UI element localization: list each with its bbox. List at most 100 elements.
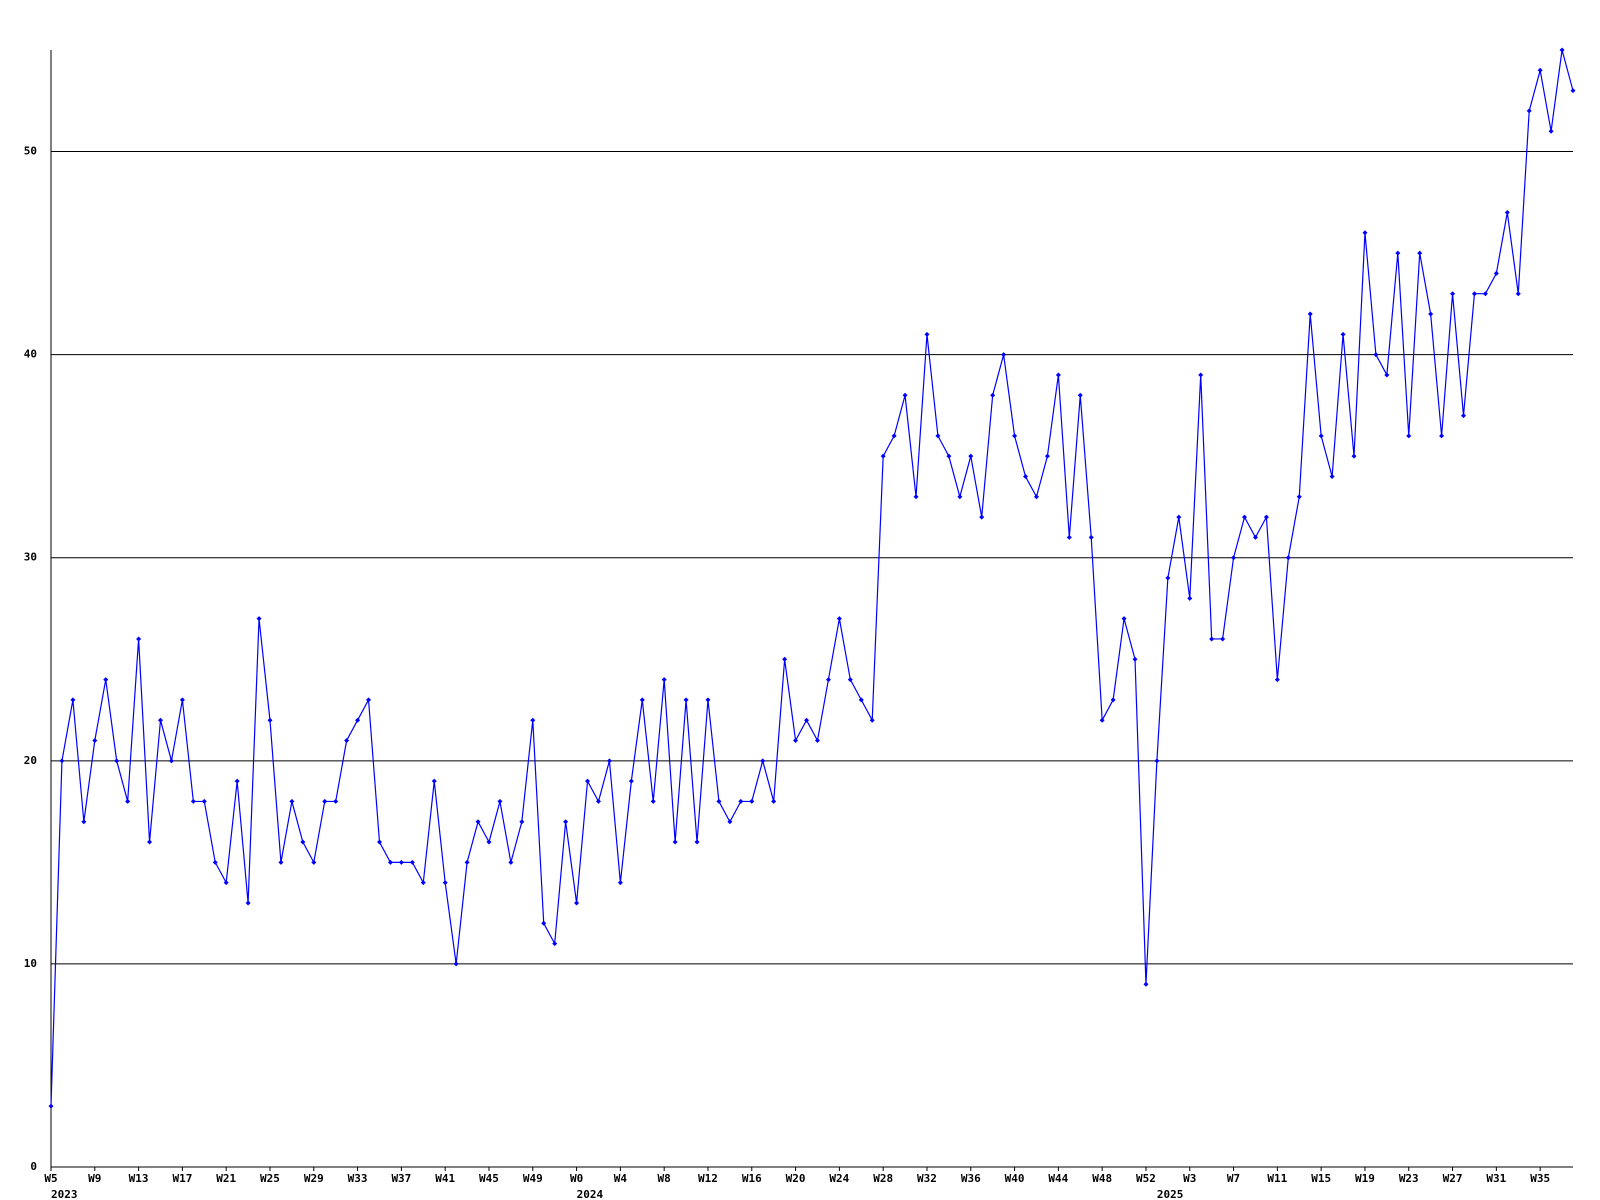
data-point (376, 839, 382, 845)
data-point (1252, 534, 1258, 540)
data-point (48, 1103, 54, 1109)
x-tick-label: W19 (1355, 1172, 1375, 1185)
data-point (1493, 270, 1499, 276)
data-point (103, 677, 109, 683)
x-tick-label: W16 (742, 1172, 762, 1185)
x-tick-label: W20 (786, 1172, 806, 1185)
x-tick-label: W41 (435, 1172, 455, 1185)
x-tick-label: W7 (1227, 1172, 1240, 1185)
x-tick-label: W33 (348, 1172, 368, 1185)
x-tick-label: W25 (260, 1172, 280, 1185)
data-point (1143, 981, 1149, 987)
data-point (212, 859, 218, 865)
x-tick-label: W4 (614, 1172, 628, 1185)
x-tick-label: W5 (44, 1172, 57, 1185)
data-point (727, 819, 733, 825)
x-tick-label: W13 (129, 1172, 149, 1185)
data-point (672, 839, 678, 845)
x-tick-label: W44 (1048, 1172, 1068, 1185)
x-tick-label: W15 (1311, 1172, 1331, 1185)
x-tick-label: W28 (873, 1172, 893, 1185)
data-point (300, 839, 306, 845)
data-point (924, 331, 930, 337)
data-point (650, 798, 656, 804)
data-point (1406, 433, 1412, 439)
data-point (946, 453, 952, 459)
data-point (891, 433, 897, 439)
data-point (1055, 372, 1061, 378)
x-tick-label: W48 (1092, 1172, 1112, 1185)
data-point (147, 839, 153, 845)
data-point (344, 738, 350, 744)
y-tick-label: 10 (24, 957, 37, 970)
data-point (716, 798, 722, 804)
data-point (519, 819, 525, 825)
data-point (1132, 656, 1138, 662)
data-point (475, 819, 481, 825)
data-point (1373, 352, 1379, 358)
data-point (1154, 758, 1160, 764)
x-tick-label: W31 (1486, 1172, 1506, 1185)
data-point (1504, 209, 1510, 215)
x-tick-label: W11 (1267, 1172, 1287, 1185)
data-point (530, 717, 536, 723)
data-point (968, 453, 974, 459)
data-point (366, 697, 372, 703)
x-tick-label: W21 (216, 1172, 236, 1185)
data-point (1439, 433, 1445, 439)
data-point (639, 697, 645, 703)
data-point (223, 880, 229, 886)
x-tick-label: W12 (698, 1172, 718, 1185)
data-point (486, 839, 492, 845)
year-label: 2025 (1157, 1188, 1184, 1200)
x-tick-label: W27 (1443, 1172, 1463, 1185)
data-point (70, 697, 76, 703)
data-point (913, 494, 919, 500)
data-point (858, 697, 864, 703)
data-point (1023, 473, 1029, 479)
data-point (464, 859, 470, 865)
data-point (1395, 250, 1401, 256)
data-point (1559, 47, 1565, 53)
data-point (869, 717, 875, 723)
data-point (234, 778, 240, 784)
data-point (1209, 636, 1215, 642)
x-tick-label: W35 (1530, 1172, 1550, 1185)
data-point (1263, 514, 1269, 520)
data-point (1274, 677, 1280, 683)
data-line (50, 49, 1574, 1107)
data-point (420, 880, 426, 886)
data-point (190, 798, 196, 804)
data-point (245, 900, 251, 906)
data-point (1242, 514, 1248, 520)
data-point (157, 717, 163, 723)
data-point (1428, 311, 1434, 317)
x-tick-label: W23 (1399, 1172, 1419, 1185)
data-point (398, 859, 404, 865)
data-point (1198, 372, 1204, 378)
x-tick-label: W9 (88, 1172, 101, 1185)
data-point (1351, 453, 1357, 459)
data-point (267, 717, 273, 723)
data-point (1329, 473, 1335, 479)
data-point (431, 778, 437, 784)
data-point (1099, 717, 1105, 723)
data-point (847, 677, 853, 683)
data-point (333, 798, 339, 804)
data-point (1285, 555, 1291, 561)
data-point (902, 392, 908, 398)
data-point (880, 453, 886, 459)
data-point (355, 717, 361, 723)
data-point (1001, 352, 1007, 358)
data-point (541, 920, 547, 926)
x-tick-label: W17 (172, 1172, 192, 1185)
data-point (1220, 636, 1226, 642)
data-point (760, 758, 766, 764)
x-tick-label: W32 (917, 1172, 937, 1185)
x-tick-label: W29 (304, 1172, 324, 1185)
data-point (1548, 128, 1554, 134)
data-point (935, 433, 941, 439)
data-point (836, 616, 842, 622)
x-tick-label: W36 (961, 1172, 981, 1185)
